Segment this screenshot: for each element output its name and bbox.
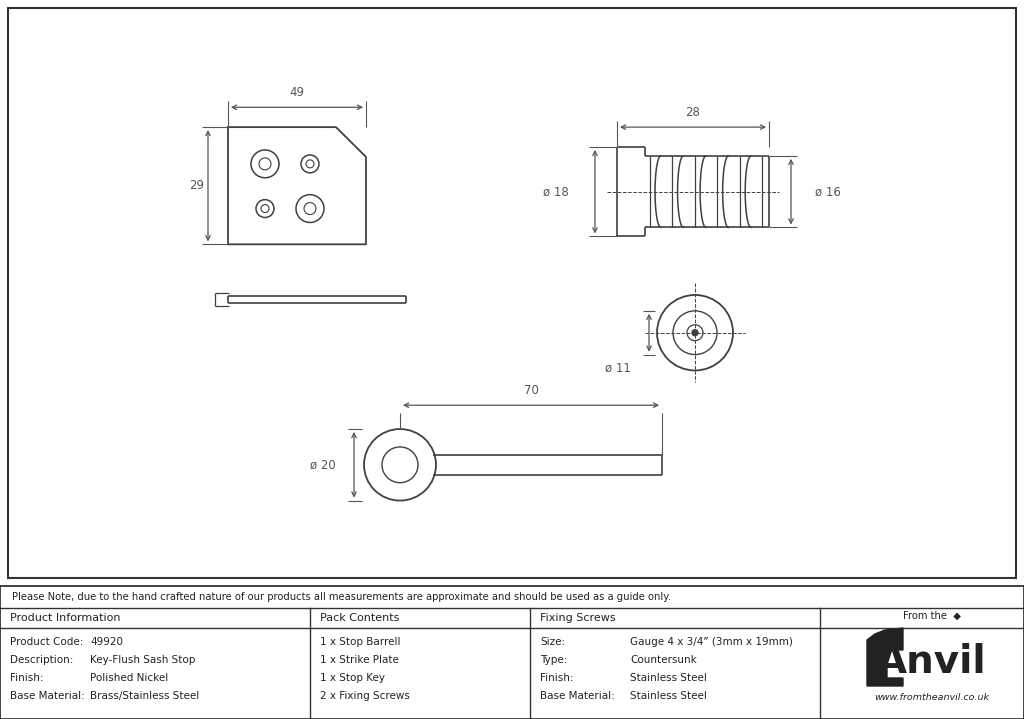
Text: Key-Flush Sash Stop: Key-Flush Sash Stop xyxy=(90,655,196,665)
Text: Fixing Screws: Fixing Screws xyxy=(540,613,615,623)
Text: ø 20: ø 20 xyxy=(310,458,336,472)
Text: 70: 70 xyxy=(523,384,539,398)
Text: From the  ◆: From the ◆ xyxy=(903,611,961,621)
Text: Countersunk: Countersunk xyxy=(630,655,696,665)
Text: 28: 28 xyxy=(685,106,700,119)
Text: 1 x Stop Barrell: 1 x Stop Barrell xyxy=(319,637,400,647)
Text: 1 x Strike Plate: 1 x Strike Plate xyxy=(319,655,399,665)
Text: 1 x Stop Key: 1 x Stop Key xyxy=(319,673,385,683)
Polygon shape xyxy=(867,628,903,686)
Circle shape xyxy=(692,330,698,336)
Text: Product Code:: Product Code: xyxy=(10,637,83,647)
Text: Anvil: Anvil xyxy=(878,643,987,681)
Text: ø 11: ø 11 xyxy=(605,362,631,375)
Text: Finish:: Finish: xyxy=(540,673,573,683)
Text: ø 18: ø 18 xyxy=(544,186,569,198)
Text: Size:: Size: xyxy=(540,637,565,647)
Text: Base Material:: Base Material: xyxy=(540,691,614,701)
Text: Stainless Steel: Stainless Steel xyxy=(630,691,707,701)
Text: 29: 29 xyxy=(189,179,204,192)
Text: Pack Contents: Pack Contents xyxy=(319,613,399,623)
Text: Base Material:: Base Material: xyxy=(10,691,85,701)
Text: 49: 49 xyxy=(290,86,304,99)
Text: Stainless Steel: Stainless Steel xyxy=(630,673,707,683)
Text: Product Information: Product Information xyxy=(10,613,121,623)
Text: Brass/Stainless Steel: Brass/Stainless Steel xyxy=(90,691,200,701)
Text: 49920: 49920 xyxy=(90,637,123,647)
Text: 2 x Fixing Screws: 2 x Fixing Screws xyxy=(319,691,410,701)
Text: www.fromtheanvil.co.uk: www.fromtheanvil.co.uk xyxy=(874,694,989,702)
Text: Description:: Description: xyxy=(10,655,74,665)
Text: ø 16: ø 16 xyxy=(815,186,841,198)
Text: Polished Nickel: Polished Nickel xyxy=(90,673,168,683)
Text: Type:: Type: xyxy=(540,655,567,665)
Text: Please Note, due to the hand crafted nature of our products all measurements are: Please Note, due to the hand crafted nat… xyxy=(12,592,671,602)
Text: Gauge 4 x 3/4” (3mm x 19mm): Gauge 4 x 3/4” (3mm x 19mm) xyxy=(630,637,793,647)
Text: Finish:: Finish: xyxy=(10,673,43,683)
